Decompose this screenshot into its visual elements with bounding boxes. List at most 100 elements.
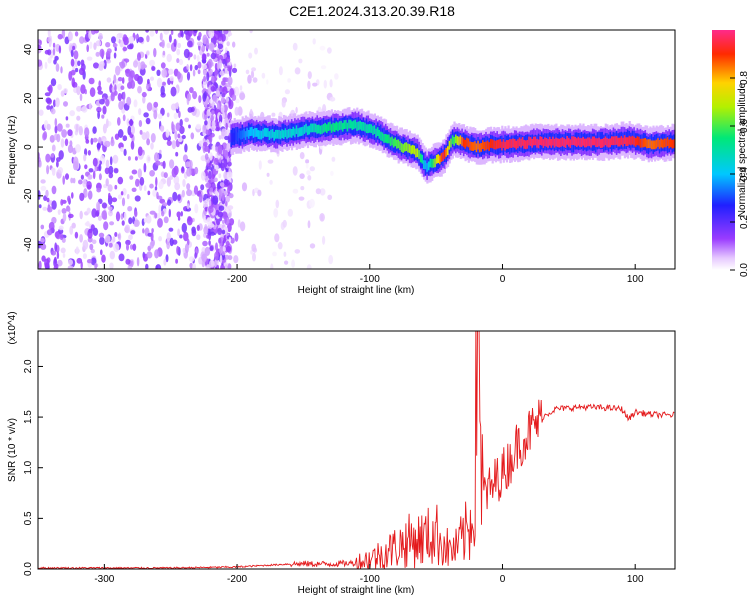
spectrogram-cell: [117, 93, 122, 102]
spectrogram-cell: [196, 234, 201, 241]
spectrogram-cell: [219, 254, 223, 264]
spectrogram-cell: [311, 123, 314, 133]
spectrogram-cell: [283, 251, 287, 257]
spectrogram-cell: [73, 50, 79, 60]
spectrogram-cell: [217, 43, 224, 50]
spectrogram-cell: [612, 136, 615, 146]
spectrogram-cell: [569, 139, 572, 149]
spectrogram-cell: [155, 30, 159, 34]
spectrogram-cell: [163, 30, 170, 35]
spectrogram-cell: [48, 221, 55, 231]
spectrogram-cell: [215, 127, 220, 132]
spectrogram-cell: [161, 81, 166, 86]
colorbar-ticks: 0.0 0.2 0.4 0.6 0.8: [730, 71, 750, 277]
spectrogram-cell: [207, 58, 213, 69]
spectrogram-cell: [179, 125, 185, 135]
spectrogram-cell: [126, 194, 130, 200]
spectrogram-cell: [378, 129, 381, 139]
spectrogram-cell: [40, 237, 45, 243]
spectrogram-cell: [182, 247, 186, 254]
spectrogram-cell: [107, 184, 113, 192]
spectrogram-cell: [112, 154, 119, 164]
spectrogram-cell: [427, 161, 431, 171]
spectrogram-cell: [138, 61, 141, 72]
spectrogram-cell: [609, 138, 612, 148]
spectrogram-cell: [447, 146, 450, 156]
spectrogram-cell: [51, 216, 57, 224]
spectrogram-cell: [466, 137, 469, 147]
spectrogram-cell: [571, 136, 574, 146]
spectrogram-cell: [470, 142, 474, 151]
spectrogram-cell: [166, 177, 172, 187]
spectrogram-cell: [227, 112, 231, 120]
spectrogram-cell: [197, 61, 202, 69]
spectrogram-cell: [224, 117, 229, 126]
spectrogram-cell: [531, 138, 534, 148]
spectrogram-cell: [192, 91, 198, 100]
snr-xlabel: Height of straight line (km): [298, 585, 415, 596]
spectrogram-cell: [542, 139, 545, 148]
spectrogram-cell: [517, 139, 520, 149]
spectrogram-cell: [364, 122, 367, 132]
spectrogram-cell: [576, 138, 579, 147]
spectrogram-cell: [60, 199, 64, 206]
spectrogram-cell: [133, 219, 140, 227]
spectrogram-cell: [78, 67, 85, 76]
spectrogram-cell: [221, 211, 228, 219]
spectrogram-cell: [332, 122, 335, 132]
spectrogram-cell: [203, 199, 209, 209]
spectrogram-cell: [163, 216, 169, 224]
spectrogram-cell: [117, 77, 123, 82]
spectrogram-cell: [254, 128, 257, 137]
spectrogram-cell: [485, 141, 488, 151]
spectrogram-cell: [44, 61, 48, 70]
spectrogram-cell: [367, 124, 370, 134]
spectrogram-cell: [47, 30, 51, 38]
spectrogram-cell: [252, 129, 255, 138]
spectrogram-cell: [399, 141, 402, 150]
spectrogram-cell: [588, 137, 591, 147]
spectrogram-cell: [564, 139, 568, 148]
spectrogram-cell: [221, 80, 226, 86]
spectrogram-cell: [201, 44, 206, 53]
spectrogram-cell: [142, 228, 145, 234]
spectrogram-cell: [120, 147, 124, 152]
spectrogram-cell: [221, 219, 225, 224]
spectrogram-cell: [431, 158, 434, 168]
spectrogram-cell: [227, 76, 233, 86]
spectrogram-cell: [50, 78, 57, 87]
spectrogram-cell: [265, 128, 268, 137]
spectrogram-cell: [536, 138, 539, 148]
spectrogram-cell: [478, 143, 482, 153]
spectrogram-cell: [125, 258, 131, 265]
spectrogram-cell: [166, 42, 171, 49]
spectrogram-cell: [161, 210, 165, 217]
spectrogram-cell: [668, 139, 671, 149]
spectrogram-cell: [205, 264, 211, 269]
spectrogram-cell: [172, 191, 178, 202]
spectrogram-cell: [486, 140, 489, 150]
spectrogram-cell: [149, 59, 156, 67]
spectrogram-cell: [232, 133, 235, 143]
spectrogram-cell: [660, 138, 663, 148]
spectrogram-cell: [248, 52, 253, 59]
spectrogram-cell: [135, 34, 140, 40]
spectrogram-cell: [262, 129, 265, 139]
spectrogram-cell: [227, 205, 234, 211]
spectrogram-cell: [50, 250, 57, 256]
spectrogram-cell: [162, 160, 166, 169]
spectrogram-cell: [65, 173, 69, 180]
spectrogram-cell: [70, 49, 74, 58]
spectrogram-cell: [81, 106, 88, 113]
snr-marks: [38, 331, 675, 569]
spectrogram-cell: [490, 139, 493, 148]
spectrogram-cell: [53, 99, 56, 108]
spectrogram-cell: [121, 197, 126, 207]
spectrogram-cell: [184, 143, 188, 153]
spectrogram-cell: [251, 127, 254, 136]
spectrogram-cell: [87, 150, 91, 156]
spectrogram-cell: [240, 130, 243, 140]
spectrogram-cell: [204, 246, 211, 256]
spectrogram-cell: [75, 246, 80, 255]
